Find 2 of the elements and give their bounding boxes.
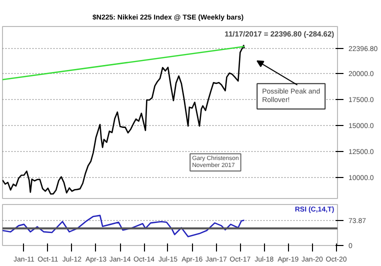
line-series [2,214,245,238]
line-series [2,44,245,195]
